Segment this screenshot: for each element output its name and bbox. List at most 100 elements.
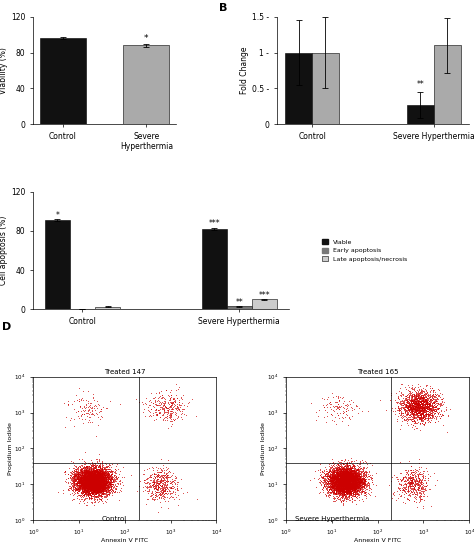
Point bbox=[168, 405, 176, 414]
Point bbox=[100, 478, 108, 487]
Point bbox=[336, 474, 344, 483]
Point bbox=[329, 476, 337, 485]
Point bbox=[97, 473, 105, 482]
Point bbox=[88, 472, 96, 481]
Point bbox=[105, 482, 113, 491]
Point bbox=[342, 480, 350, 489]
Point bbox=[339, 469, 347, 478]
Point bbox=[91, 476, 99, 485]
Point bbox=[342, 486, 349, 495]
Point bbox=[341, 485, 348, 494]
Point bbox=[88, 480, 95, 489]
Point bbox=[82, 472, 89, 481]
Point bbox=[345, 476, 352, 485]
Point bbox=[414, 390, 421, 399]
Point bbox=[98, 471, 106, 480]
Point bbox=[87, 471, 94, 480]
Point bbox=[75, 474, 83, 483]
Point bbox=[93, 466, 101, 475]
Point bbox=[336, 479, 344, 488]
Point bbox=[83, 478, 91, 487]
Point bbox=[81, 476, 88, 485]
Point bbox=[75, 396, 83, 405]
Point bbox=[350, 484, 357, 492]
Point bbox=[341, 456, 349, 465]
Point bbox=[77, 472, 85, 481]
Point bbox=[351, 472, 359, 481]
Point bbox=[90, 467, 98, 476]
Point bbox=[91, 484, 98, 492]
Point bbox=[90, 482, 97, 491]
Point bbox=[92, 478, 100, 487]
Point bbox=[335, 478, 342, 487]
Point bbox=[333, 462, 340, 471]
Point bbox=[421, 400, 429, 409]
Point bbox=[164, 405, 172, 414]
Point bbox=[341, 470, 349, 479]
Point bbox=[78, 467, 85, 476]
Point bbox=[88, 482, 96, 491]
Point bbox=[399, 486, 407, 495]
Point bbox=[78, 478, 86, 487]
Point bbox=[339, 477, 346, 486]
Point bbox=[420, 485, 428, 494]
Point bbox=[106, 478, 114, 487]
Point bbox=[356, 471, 364, 480]
Point bbox=[323, 468, 331, 477]
Point bbox=[369, 480, 376, 489]
Point bbox=[339, 463, 347, 472]
Point bbox=[339, 477, 346, 486]
Point bbox=[408, 485, 416, 494]
Point bbox=[336, 477, 344, 486]
Point bbox=[399, 390, 407, 399]
Point bbox=[91, 475, 99, 484]
Point bbox=[428, 398, 436, 407]
Point bbox=[60, 486, 67, 495]
Point bbox=[419, 394, 427, 403]
Point bbox=[409, 397, 417, 406]
Point bbox=[73, 465, 81, 474]
Point bbox=[101, 475, 109, 484]
Point bbox=[422, 399, 430, 408]
Point bbox=[107, 480, 114, 489]
Point bbox=[419, 404, 427, 413]
Point bbox=[344, 481, 352, 490]
Point bbox=[86, 459, 94, 468]
Point bbox=[344, 475, 351, 484]
Point bbox=[69, 476, 76, 485]
Point bbox=[418, 478, 426, 487]
Point bbox=[343, 471, 350, 480]
Point bbox=[78, 486, 86, 495]
Point bbox=[346, 472, 354, 481]
Point bbox=[404, 405, 412, 414]
Point bbox=[91, 467, 98, 476]
Point bbox=[79, 481, 86, 490]
Point bbox=[339, 472, 347, 481]
Point bbox=[103, 472, 110, 481]
Point bbox=[139, 469, 147, 478]
Point bbox=[97, 476, 105, 485]
Point bbox=[340, 480, 348, 489]
Point bbox=[96, 471, 103, 480]
Point bbox=[404, 404, 411, 413]
Point bbox=[72, 481, 80, 490]
Point bbox=[333, 401, 340, 410]
Point bbox=[75, 477, 83, 486]
Point bbox=[93, 470, 101, 479]
Point bbox=[411, 404, 419, 413]
Point bbox=[91, 485, 99, 494]
Point bbox=[99, 472, 107, 481]
Point bbox=[401, 480, 408, 489]
Point bbox=[80, 472, 87, 481]
Point bbox=[81, 471, 88, 480]
Point bbox=[409, 486, 417, 495]
Point bbox=[332, 469, 339, 478]
Point bbox=[91, 491, 98, 500]
Point bbox=[341, 477, 348, 486]
Point bbox=[338, 483, 346, 492]
Point bbox=[331, 467, 338, 476]
Point bbox=[90, 478, 97, 487]
Point bbox=[92, 474, 100, 483]
Point bbox=[349, 476, 357, 485]
Point bbox=[326, 479, 333, 488]
